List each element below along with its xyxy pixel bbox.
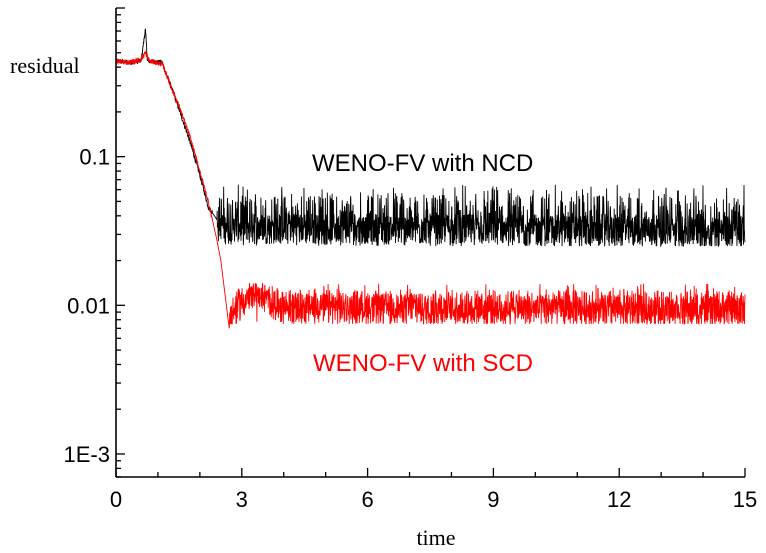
y-axis-title: residual: [10, 53, 80, 78]
x-axis-title: time: [416, 525, 455, 550]
series-ncd: [115, 28, 746, 248]
x-tick-label: 6: [361, 487, 373, 512]
x-tick-label: 15: [733, 487, 757, 512]
series-label-scd: WENO-FV with SCD: [313, 350, 533, 377]
series-scd: [115, 50, 746, 329]
ticks: 0 3 6 9 12 15 1E-3 0.01 0.1: [64, 7, 757, 512]
y-tick-label: 0.1: [79, 145, 110, 170]
series-label-ncd: WENO-FV with NCD: [312, 150, 533, 177]
series-line: [115, 28, 746, 248]
x-tick-label: 12: [607, 487, 631, 512]
series-line: [115, 50, 746, 329]
y-tick-label: 0.01: [67, 293, 110, 318]
x-tick-label: 9: [487, 487, 499, 512]
x-tick-label: 0: [110, 487, 122, 512]
y-tick-label: 1E-3: [64, 442, 110, 467]
x-tick-label: 3: [236, 487, 248, 512]
series-group: [115, 28, 746, 329]
